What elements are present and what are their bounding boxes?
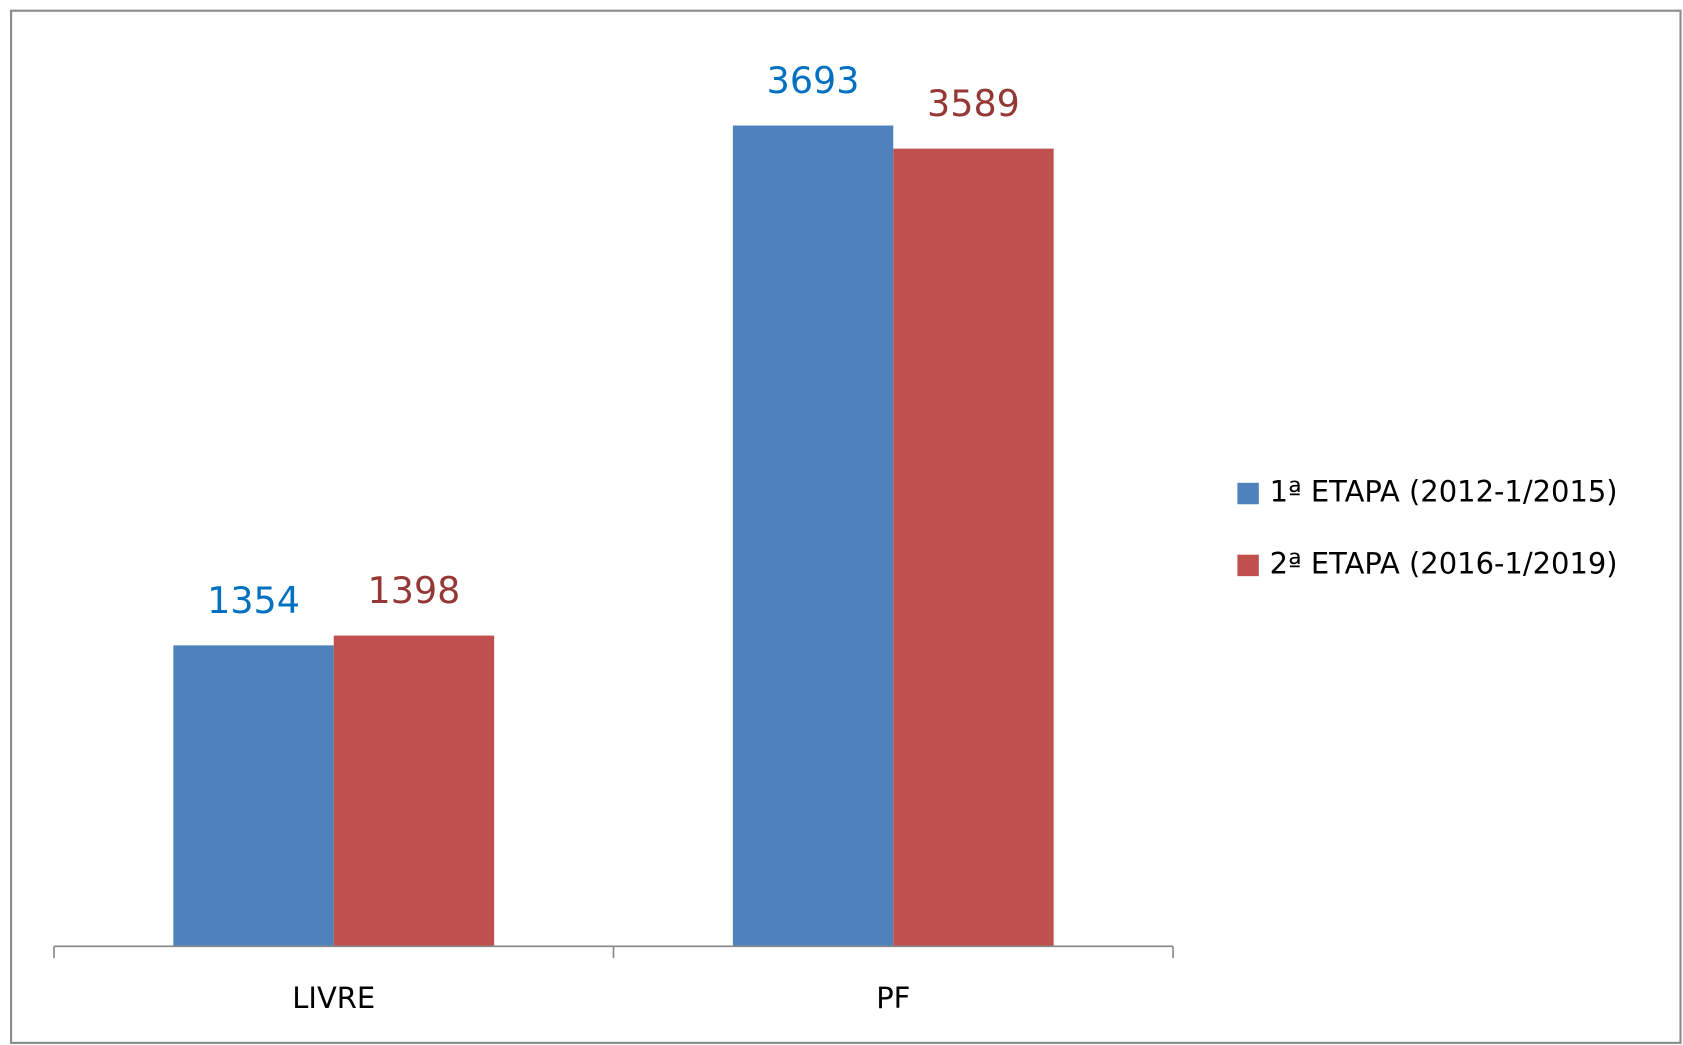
legend-swatch [1237, 482, 1259, 505]
data-label: 3693 [767, 59, 860, 102]
legend-label: 1ª ETAPA (2012-1/2015) [1270, 475, 1618, 509]
data-label: 1354 [207, 579, 300, 622]
bar [333, 635, 495, 947]
x-tick-label: LIVRE [292, 981, 375, 1015]
data-label: 1398 [368, 569, 461, 612]
bar [893, 148, 1054, 947]
legend-swatch [1237, 554, 1259, 577]
data-label: 3589 [927, 82, 1020, 125]
legend-label: 2ª ETAPA (2016-1/2019) [1270, 546, 1618, 580]
bar [732, 125, 894, 947]
x-tick-label: PF [876, 981, 910, 1015]
bar [173, 645, 334, 947]
